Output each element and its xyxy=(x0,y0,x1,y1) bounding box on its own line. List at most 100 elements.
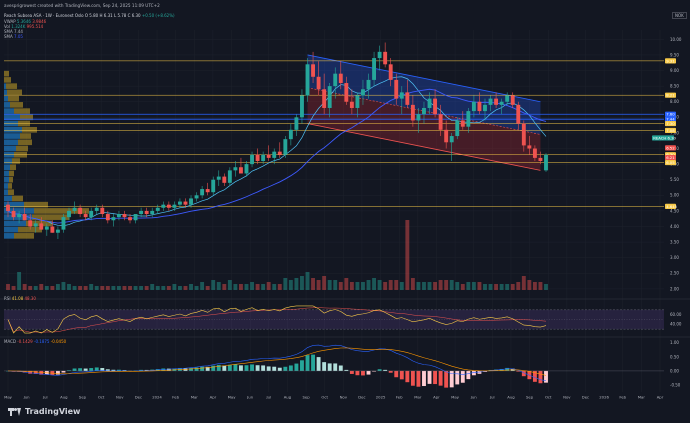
time-tick-label: Mar xyxy=(414,395,422,400)
volume-bar xyxy=(527,280,532,290)
time-tick-label: Nov xyxy=(340,395,348,400)
macd-histogram-bar xyxy=(211,365,216,371)
volume-bar xyxy=(200,282,205,290)
volume-bar xyxy=(283,278,288,290)
macd-histogram-bar xyxy=(460,370,465,383)
macd-histogram-bar xyxy=(183,368,188,371)
candle-body xyxy=(538,157,543,161)
candle-body xyxy=(194,195,199,199)
candle-body xyxy=(366,79,371,90)
candle-body xyxy=(139,210,144,215)
volume-bar xyxy=(344,278,349,290)
macd-histogram-bar xyxy=(366,370,371,375)
candle-body xyxy=(150,210,155,215)
candle-body xyxy=(244,164,249,174)
candle-body xyxy=(510,95,515,105)
candle-body xyxy=(255,154,260,161)
profile-bar-up xyxy=(4,145,16,152)
volume-bar xyxy=(521,276,526,290)
volume-bar xyxy=(17,272,22,290)
candle-body xyxy=(261,154,266,161)
macd-histogram-bar xyxy=(72,368,77,371)
candle-body xyxy=(211,179,216,193)
macd-histogram-bar xyxy=(89,368,94,371)
symbol-name[interactable]: Reach Subsea ASA · 1W · Euronext Oslo xyxy=(4,13,84,18)
symbol-line[interactable]: Reach Subsea ASA · 1W · Euronext Oslo O … xyxy=(4,13,175,18)
time-tick-label: Jul xyxy=(42,395,48,400)
profile-bar-down xyxy=(10,102,23,108)
indicator-label: Vol xyxy=(4,24,10,29)
volume-bar xyxy=(11,286,16,290)
currency-badge[interactable]: NOK xyxy=(672,12,687,19)
indicator-volume[interactable]: Vol 1.324K 995.514 xyxy=(4,24,43,29)
price-tag-bg xyxy=(652,135,674,141)
price-tag-bg xyxy=(665,145,676,151)
profile-bar-up xyxy=(4,170,9,177)
candle-body xyxy=(438,114,443,130)
macd-histogram-bar xyxy=(239,365,243,371)
indicator-vwap[interactable]: VWAP 5.3646 3.9846 xyxy=(4,19,46,24)
macd-histogram-bar xyxy=(200,366,205,371)
rsi-tick-label: 40.00 xyxy=(670,322,682,327)
macd-line xyxy=(7,344,547,382)
candle-body xyxy=(333,73,338,87)
profile-bar-up xyxy=(4,201,24,208)
volume-bar xyxy=(544,284,548,290)
indicator-sma-2[interactable]: SMA 7.05 xyxy=(4,34,23,39)
candle-body xyxy=(266,154,271,158)
time-tick-label: Apr xyxy=(657,395,664,400)
macd-label[interactable]: MACD -0.1429 -0.1875 -0.0450 xyxy=(4,339,66,344)
candle-body xyxy=(200,189,205,196)
macd-histogram-bar xyxy=(55,370,60,375)
price-tick-label: 8.00 xyxy=(670,99,679,104)
candle-body xyxy=(466,111,471,127)
tradingview-logo[interactable]: TradingView xyxy=(8,407,80,416)
volume-bar xyxy=(166,286,171,290)
indicator-value: 1.324K xyxy=(11,24,26,29)
candle-body xyxy=(394,79,399,99)
macd-histogram-bar xyxy=(244,365,249,371)
profile-bar-up xyxy=(4,226,18,233)
time-tick-label: Mar xyxy=(191,395,199,400)
profile-bar-down xyxy=(4,70,9,77)
time-tick-label: Dec xyxy=(358,395,365,400)
candle-body xyxy=(6,204,10,211)
macd-histogram-bar xyxy=(405,370,410,383)
volume-bar xyxy=(316,280,321,290)
macd-name: MACD xyxy=(4,339,16,344)
logo-text: TradingView xyxy=(25,407,81,416)
volume-bar xyxy=(410,278,415,290)
volume-bar xyxy=(161,286,166,290)
macd-histogram-bar xyxy=(399,370,404,380)
profile-bar-up xyxy=(4,108,14,114)
time-tick-label: Jun xyxy=(470,395,478,400)
candle-body xyxy=(316,76,321,90)
volume-bar xyxy=(455,282,460,290)
volume-bar xyxy=(399,282,404,290)
volume-bar xyxy=(460,284,465,290)
volume-bar xyxy=(150,284,155,290)
candle-body xyxy=(372,58,377,80)
rsi-label[interactable]: RSI 41.08 48.30 xyxy=(4,296,36,301)
volume-bar xyxy=(222,284,227,290)
indicator-sma-1[interactable]: SMA 7.44 xyxy=(4,29,23,34)
macd-histogram-bar xyxy=(261,365,266,371)
price-tag-label: 7.60 xyxy=(666,112,675,117)
candle-body xyxy=(288,129,293,140)
volume-bar xyxy=(383,282,388,290)
volume-bars xyxy=(6,220,548,290)
macd-histogram-bar xyxy=(83,368,88,371)
rsi-tick-label: 60.00 xyxy=(670,312,682,317)
macd-histogram-bar xyxy=(233,364,238,371)
macd-histogram-bar xyxy=(39,370,44,375)
macd-histogram-bar xyxy=(283,366,288,371)
candle-body xyxy=(172,204,177,208)
volume-bar xyxy=(377,280,382,290)
candle-body xyxy=(61,217,66,230)
volume-bar xyxy=(89,284,94,290)
candle-body xyxy=(532,148,537,158)
volume-bar xyxy=(50,286,55,290)
volume-bar xyxy=(211,280,216,290)
candle-body xyxy=(155,207,160,211)
